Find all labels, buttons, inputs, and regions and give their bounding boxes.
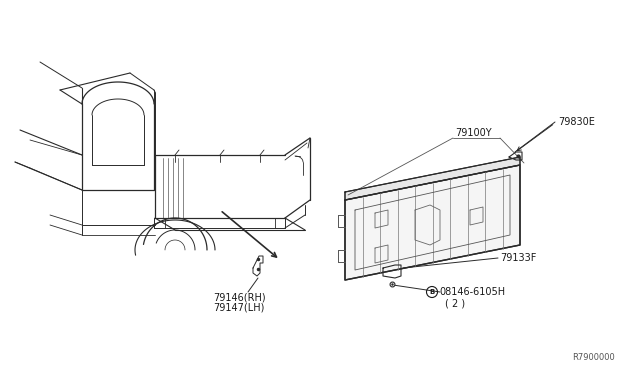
Polygon shape [345,165,520,280]
Text: 79146(RH): 79146(RH) [213,292,266,302]
Text: ( 2 ): ( 2 ) [445,298,465,308]
Text: 79100Y: 79100Y [455,128,492,138]
Text: 79147(LH): 79147(LH) [213,303,264,313]
Polygon shape [345,157,520,200]
Text: R7900000: R7900000 [572,353,615,362]
Text: 08146-6105H: 08146-6105H [439,287,505,297]
Text: 79830E: 79830E [558,117,595,127]
Text: 79133F: 79133F [500,253,536,263]
Text: B: B [429,289,435,295]
